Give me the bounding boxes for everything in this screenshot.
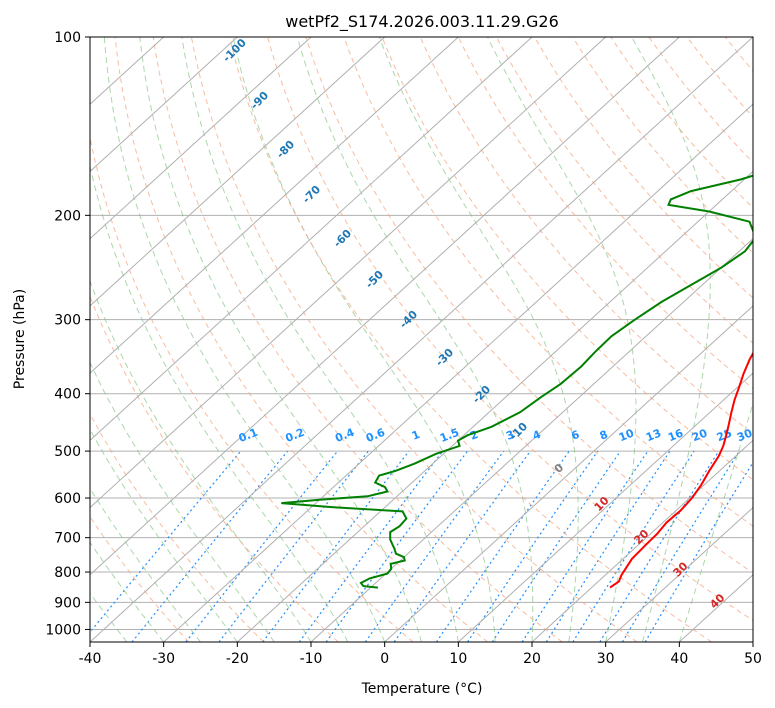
mixing-ratio-line [521,450,649,642]
isotherm-line [384,305,753,642]
mixing-ratio-line [393,450,531,642]
moist-adiabat-line [296,37,534,642]
isotherm-line [90,37,459,374]
isotherm-line [457,372,753,642]
isotherm-line [163,103,753,642]
chart_data.mixing_ratio_labels-label: 20 [690,426,709,444]
isotherm-line [90,37,607,509]
temperature-line [609,351,753,589]
chart_data.mixing_ratio_labels-label: 8 [598,428,610,443]
x-tick-label: 50 [744,651,762,667]
x-tick-label: -10 [300,651,323,667]
chart_data.mixing_ratio_labels-label: 2 [468,428,480,443]
mixing-ratio-line [545,450,671,642]
isotherm-line [310,237,753,642]
isotherm-line [90,37,533,442]
moist-adiabat-line [103,37,386,642]
x-tick-label: 40 [670,651,688,667]
x-tick-label: 20 [523,651,541,667]
x-axis-ticks: -40 -30 -20 -10 0 10 20 30 40 50 [79,642,762,667]
moist-adiabat-line [139,37,422,642]
x-tick-label: -20 [226,651,249,667]
mixing-ratio-line [599,450,720,642]
moist-adiabat-line [90,541,165,642]
chart-title: wetPf2_S174.2026.003.11.29.G26 [285,12,559,32]
moist-adiabat-line [678,401,753,642]
plot-frame [89,36,754,643]
moist-adiabat-line [90,487,201,642]
dry-adiabat-line [90,515,190,642]
y-tick-label: 300 [54,313,81,329]
isotherm-line [90,37,680,576]
moist-adiabat-line [90,428,238,642]
mixing-ratio-line [325,450,468,642]
dry-adiabat-line [114,37,488,642]
mixing-ratio-line [90,450,242,633]
x-axis-label: Temperature (°C) [361,681,483,697]
isotherm-line [90,37,386,307]
dry-adiabat-line [267,37,753,622]
dry-adiabat-line [495,37,753,344]
y-tick-label: 700 [54,531,81,547]
chart_data.mixing_ratio_labels-label: 16 [666,426,685,444]
chart_data.mixing_ratio_labels-label: 13 [644,426,663,444]
moist-adiabat-line [378,37,579,642]
mixing-ratio-line [621,450,740,642]
dry-adiabat-line [90,412,264,642]
y-tick-label: 400 [54,387,81,403]
isotherm-line [531,439,753,642]
moist-adiabats [90,37,753,642]
dry-adiabat-line [229,37,712,642]
isotherm-line [90,37,238,173]
y-tick-label: 100 [54,30,81,46]
y-tick-label: 1000 [45,622,81,638]
moist-adiabat-line [90,592,128,642]
dry-adiabat-line [305,37,753,574]
chart_data.mixing_ratio_labels-label: 10 [617,426,636,444]
mixing-ratio-line [364,450,505,642]
dry-adiabat-line [190,37,638,642]
y-tick-label: 500 [54,444,81,460]
y-tick-label: 800 [54,565,81,581]
moist-adiabat-line [90,361,275,642]
moist-adiabat-line [90,163,349,642]
x-tick-label: 0 [380,651,389,667]
dewpoint-line [281,174,753,589]
y-tick-label: 200 [54,208,81,224]
y-tick-label: 900 [54,595,81,611]
isotherm-line [90,37,312,240]
x-tick-label: 10 [449,651,467,667]
x-tick-label: -30 [152,651,175,667]
y-axis-ticks: 100 200 300 400 500 600 700 800 900 1000 [45,30,90,638]
chart_data.mixing_ratio_labels-label: 30 [735,426,754,444]
moist-adiabat-line [232,37,496,642]
moist-adiabat-line [631,37,711,642]
pressure-grid [90,37,753,630]
isotherms [90,37,753,642]
chart_data.mixing_ratio_labels-label: 25 [715,426,734,444]
isotherm-line [236,170,753,642]
x-tick-label: 30 [597,651,615,667]
moist-adiabat-line [487,37,637,642]
y-tick-label: 600 [54,491,81,507]
isotherm-line [90,37,753,642]
dry-adiabat-line [457,37,753,389]
dry-adiabat-line [90,295,339,642]
x-tick-label: -40 [79,651,102,667]
y-axis-label: Pressure (hPa) [12,289,28,389]
chart_data.mixing_ratio_labels-label: 3 [504,428,516,443]
plot-area: 0.10.20.40.611.52346810131620253036-100-… [90,37,754,642]
chart_data.mixing_ratio_labels-label: 1 [410,428,422,443]
moist-adiabat-line [181,37,459,642]
isotherm-line [605,506,753,642]
